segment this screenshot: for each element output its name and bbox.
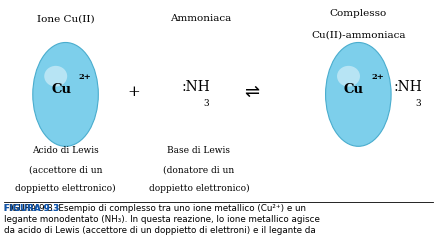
Text: Cu: Cu — [51, 83, 71, 96]
Text: FIGURA 9.3: FIGURA 9.3 — [4, 204, 59, 213]
Text: 3: 3 — [415, 99, 421, 108]
Text: 2+: 2+ — [371, 73, 385, 81]
Text: :NH: :NH — [181, 80, 210, 94]
Text: Cu: Cu — [344, 83, 364, 96]
Text: doppietto elettronico): doppietto elettronico) — [15, 184, 116, 193]
Text: Complesso: Complesso — [329, 9, 387, 18]
Ellipse shape — [337, 66, 360, 87]
Text: :NH: :NH — [393, 80, 422, 94]
Text: Cu(II)-ammoniaca: Cu(II)-ammoniaca — [311, 31, 406, 40]
Ellipse shape — [33, 42, 98, 146]
Text: +: + — [127, 85, 140, 99]
Ellipse shape — [44, 66, 67, 87]
Text: FIGURA 9.3: FIGURA 9.3 — [4, 204, 59, 213]
Text: Ammoniaca: Ammoniaca — [170, 14, 232, 23]
Ellipse shape — [326, 42, 391, 146]
Text: Ione Cu(II): Ione Cu(II) — [37, 14, 94, 23]
Text: Base di Lewis: Base di Lewis — [167, 146, 230, 155]
Text: 2+: 2+ — [79, 73, 92, 81]
Text: FIGURA 9.3  Esempio di complesso tra uno ione metallico (Cu²⁺) e un
legante mono: FIGURA 9.3 Esempio di complesso tra uno … — [4, 204, 322, 236]
Text: Acido di Lewis: Acido di Lewis — [32, 146, 99, 155]
Text: (donatore di un: (donatore di un — [163, 165, 235, 174]
Text: (accettore di un: (accettore di un — [29, 165, 102, 174]
Text: ⇌: ⇌ — [244, 83, 259, 101]
Text: 3: 3 — [203, 99, 209, 108]
Text: doppietto elettronico): doppietto elettronico) — [149, 184, 249, 193]
